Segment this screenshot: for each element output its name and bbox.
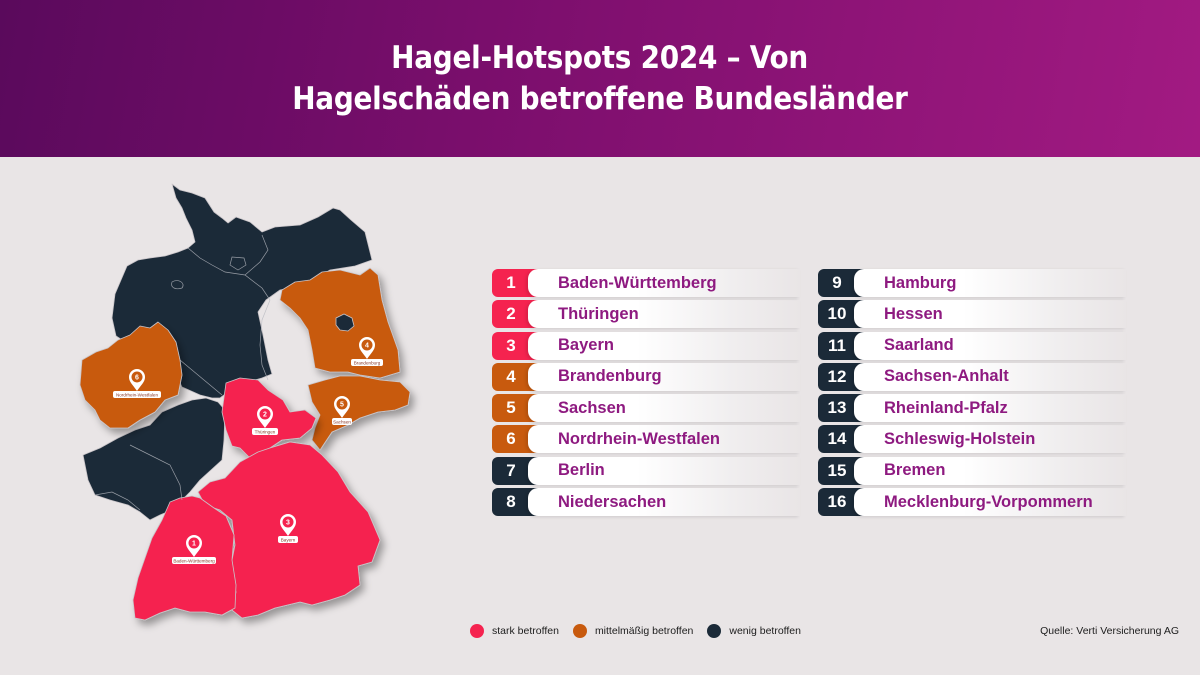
svg-text:3: 3 [286,520,290,527]
ranking-row: 2 Thüringen [492,300,802,329]
ranking-list-right: 9 Hamburg 10 Hessen 11 Saarland 12 Sachsen-A… [818,269,1128,519]
state-name: Thüringen [528,300,800,329]
svg-text:1: 1 [192,541,196,548]
ranking-row: 11 Saarland [818,331,1128,360]
legend-item-stark: stark betroffen [470,624,559,638]
ranking-row: 12 Sachsen-Anhalt [818,362,1128,391]
state-name: Hamburg [854,269,1126,297]
state-north [111,183,373,399]
svg-text:2: 2 [263,412,267,419]
legend-item-wenig: wenig betroffen [707,624,801,638]
page-title-line-1: Hagel-Hotspots 2024 – Von [391,39,809,76]
ranking-row: 13 Rheinland-Pfalz [818,394,1128,423]
state-sachsen [307,375,411,451]
state-name: Brandenburg [528,362,800,391]
ranking-row: 9 Hamburg [818,269,1128,297]
state-name: Mecklenburg-Vorpommern [854,488,1126,517]
svg-text:Bayern: Bayern [281,538,296,543]
ranking-row: 1 Baden-Württemberg [492,269,802,297]
pin-4-brandenburg: 4 Brandenburg [351,337,383,366]
svg-text:5: 5 [340,402,344,409]
state-name: Bayern [528,331,800,360]
ranking-row: 8 Niedersachen [492,488,802,517]
ranking-row: 16 Mecklenburg-Vorpommern [818,488,1128,517]
state-name: Saarland [854,331,1126,360]
svg-text:Brandenburg: Brandenburg [354,361,381,366]
state-name: Schleswig-Holstein [854,425,1126,454]
svg-text:Baden-Württemberg: Baden-Württemberg [173,559,215,564]
svg-text:Thüringen: Thüringen [255,430,276,435]
header-banner: Hagel-Hotspots 2024 – Von Hagelschäden b… [0,0,1200,157]
state-name: Baden-Württemberg [528,269,800,297]
page-title-line-2: Hagelschäden betroffene Bundesländer [292,80,908,117]
svg-text:4: 4 [365,343,369,350]
state-name: Berlin [528,456,800,485]
source-credit: Quelle: Verti Versicherung AG [1040,625,1179,637]
legend-dot-navy-icon [707,624,722,638]
state-berlin [335,313,355,332]
pin-3-bayern: 3 Bayern [278,514,298,543]
svg-text:Nordrhein-Westfalen: Nordrhein-Westfalen [116,393,158,398]
ranking-row: 5 Sachsen [492,394,802,423]
legend-dot-red-icon [470,624,484,638]
ranking-row: 14 Schleswig-Holstein [818,425,1128,454]
legend-label: wenig betroffen [729,625,801,637]
ranking-row: 4 Brandenburg [492,362,802,391]
legend-dot-orange-icon [572,624,587,638]
pin-1-baden-wuerttemberg: 1 Baden-Württemberg [172,535,216,564]
state-name: Sachsen [528,394,800,423]
state-name: Rheinland-Pfalz [854,394,1126,423]
state-name: Bremen [854,456,1126,485]
state-west-south [82,397,226,521]
state-name: Niedersachen [528,488,800,517]
pin-6-nordrhein-westfalen: 6 Nordrhein-Westfalen [113,369,161,398]
region-wenig-betroffen [82,183,373,521]
svg-text:6: 6 [135,375,139,382]
ranking-row: 6 Nordrhein-Westfalen [492,425,802,454]
map-pins: 1 Baden-Württemberg 2 Thüringen 3 Bayern… [113,337,383,564]
pin-5-sachsen: 5 Sachsen [332,396,352,425]
legend-label: stark betroffen [492,625,559,637]
ranking-row: 7 Berlin [492,456,802,485]
svg-text:Sachsen: Sachsen [333,420,351,425]
germany-map: 1 Baden-Württemberg 2 Thüringen 3 Bayern… [79,183,411,621]
legend-label: mittelmäßig betroffen [594,625,694,637]
ranking-row: 15 Bremen [818,456,1128,485]
ranking-row: 3 Bayern [492,331,802,360]
state-name: Sachsen-Anhalt [854,362,1126,391]
map-legend: stark betroffen mittelmäßig betroffen we… [470,624,815,638]
ranking-row: 10 Hessen [818,300,1128,329]
pin-2-thueringen: 2 Thüringen [252,406,278,435]
legend-item-mittel: mittelmäßig betroffen [572,624,694,638]
state-name: Nordrhein-Westfalen [528,425,800,454]
state-name: Hessen [854,300,1126,329]
